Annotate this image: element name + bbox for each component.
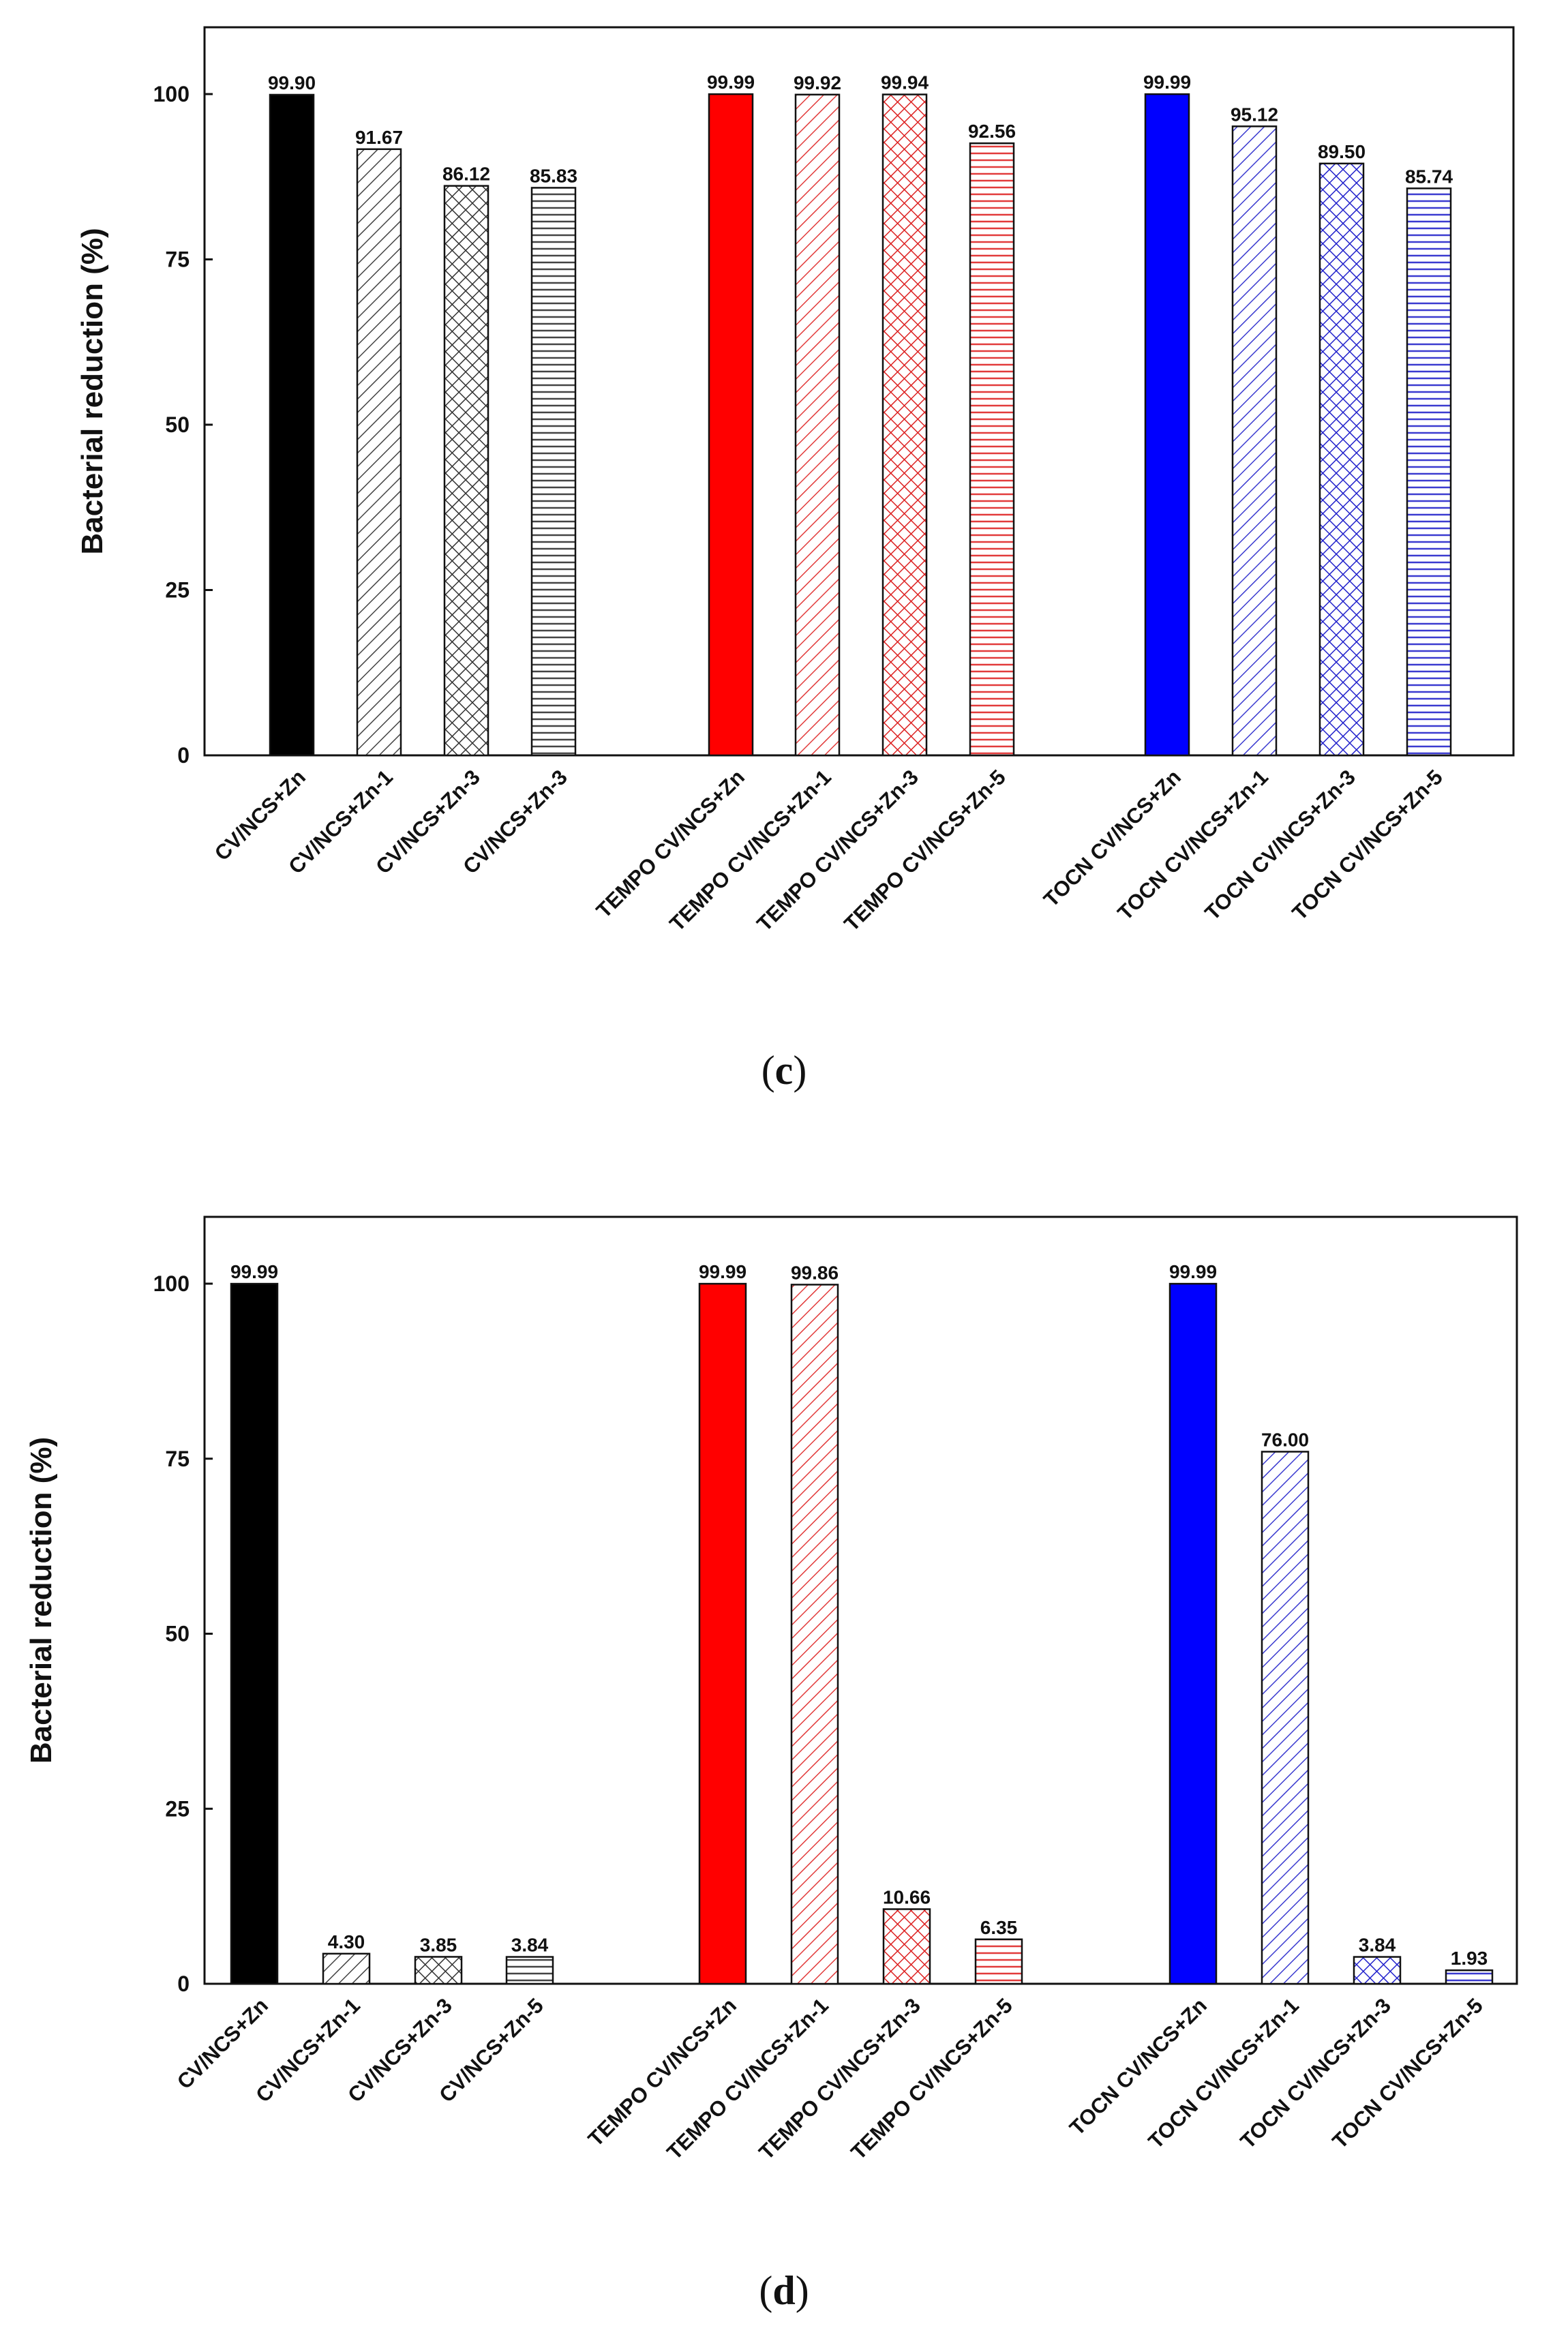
bar-cv-ncs-zn-1	[356, 148, 402, 757]
value-label: 99.86	[791, 1262, 839, 1283]
y-tick-label: 50	[165, 412, 190, 437]
bar-cv-ncs-zn-3	[530, 187, 577, 757]
bar-cv-ncs-zn	[269, 93, 315, 757]
value-label: 99.99	[699, 1261, 747, 1282]
bar-tocn-cv-ncs-zn	[1144, 93, 1190, 757]
category-label: TOCN CV/NCS+Zn-5	[1328, 1993, 1488, 2153]
category-label: CV/NCS+Zn	[172, 1993, 273, 2094]
value-label: 99.92	[794, 72, 841, 93]
bar-tocn-cv-ncs-zn-1	[1231, 125, 1278, 757]
bar-tocn-cv-ncs-zn-5	[1406, 187, 1452, 757]
bar-tempo-cv-ncs-zn	[708, 93, 754, 757]
bar-tocn-cv-ncs-zn-5	[1445, 1969, 1494, 1985]
value-label: 6.35	[980, 1917, 1018, 1938]
value-label: 99.90	[268, 72, 316, 93]
panel-label: (c)	[762, 1048, 807, 1093]
category-label: TEMPO CV/NCS+Zn-5	[846, 1993, 1017, 2164]
plot-frame	[203, 1215, 1518, 1985]
bar-tempo-cv-ncs-zn-3	[882, 1908, 931, 1985]
y-tick-label: 75	[165, 1447, 190, 1471]
value-label: 85.83	[530, 165, 577, 186]
bar-cv-ncs-zn-5	[505, 1956, 554, 1985]
bar-tocn-cv-ncs-zn	[1169, 1282, 1218, 1985]
value-label: 99.99	[707, 72, 755, 93]
category-label: TEMPO CV/NCS+Zn-3	[752, 765, 923, 936]
bar-cv-ncs-zn-3	[414, 1956, 463, 1985]
y-tick-label: 25	[165, 1796, 190, 1821]
bar-tocn-cv-ncs-zn-3	[1318, 162, 1365, 757]
value-label: 3.84	[511, 1935, 549, 1956]
category-label: TOCN CV/NCS+Zn-1	[1113, 765, 1273, 924]
chart-panel-d: 0 25 50 75 100 Bacterial reduction (%) 99.99 CV…	[25, 1215, 1518, 2313]
value-label: 99.94	[881, 72, 929, 93]
value-label: 92.56	[968, 121, 1016, 142]
value-label: 76.00	[1261, 1429, 1309, 1450]
value-label: 85.74	[1405, 166, 1453, 187]
y-tick-label: 0	[177, 743, 190, 768]
y-axis-label: Bacterial reduction (%)	[76, 228, 109, 554]
bar-tocn-cv-ncs-zn-1	[1261, 1451, 1310, 1985]
value-label: 10.66	[883, 1887, 931, 1908]
value-label: 3.85	[420, 1934, 457, 1955]
y-tick-label: 100	[153, 1271, 190, 1296]
bar-tempo-cv-ncs-zn	[698, 1282, 747, 1985]
category-label: TEMPO CV/NCS+Zn	[592, 765, 749, 922]
bar-tempo-cv-ncs-zn-5	[969, 142, 1015, 757]
value-label: 91.67	[355, 127, 403, 148]
category-label: TEMPO CV/NCS+Zn	[584, 1993, 741, 2151]
value-label: 99.99	[1169, 1261, 1217, 1282]
category-label: TEMPO CV/NCS+Zn-3	[754, 1993, 925, 2164]
category-label: TEMPO CV/NCS+Zn-1	[662, 1993, 833, 2164]
plot-frame	[203, 26, 1515, 757]
category-label: TOCN CV/NCS+Zn-3	[1236, 1993, 1396, 2153]
value-label: 99.99	[1143, 72, 1191, 93]
category-label: TEMPO CV/NCS+Zn-1	[665, 765, 836, 936]
bar-cv-ncs-zn-1	[322, 1952, 371, 1985]
category-label: TOCN CV/NCS+Zn-1	[1144, 1993, 1303, 2153]
bar-tocn-cv-ncs-zn-3	[1353, 1956, 1402, 1985]
y-tick-label: 50	[165, 1622, 190, 1646]
value-label: 86.12	[442, 164, 490, 185]
category-label: TEMPO CV/NCS+Zn-5	[839, 765, 1010, 936]
bar-cv-ncs-zn	[230, 1282, 279, 1985]
y-tick-label: 0	[177, 1972, 190, 1996]
value-label: 95.12	[1231, 104, 1278, 125]
bar-tempo-cv-ncs-zn-1	[790, 1284, 839, 1985]
bar-tempo-cv-ncs-zn-5	[974, 1938, 1023, 1985]
value-label: 3.84	[1359, 1935, 1396, 1956]
bar-tempo-cv-ncs-zn-1	[794, 93, 841, 757]
value-label: 1.93	[1451, 1948, 1488, 1969]
value-label: 89.50	[1318, 141, 1366, 162]
bar-cv-ncs-zn-3	[443, 185, 489, 757]
value-label: 4.30	[328, 1931, 365, 1952]
y-tick-label: 100	[153, 82, 190, 106]
y-tick-label: 75	[165, 247, 190, 272]
panel-label: (d)	[759, 2268, 809, 2313]
y-axis-label: Bacterial reduction (%)	[25, 1437, 58, 1764]
category-label: TOCN CV/NCS+Zn-5	[1288, 765, 1447, 924]
value-label: 99.99	[230, 1261, 278, 1282]
y-tick-label: 25	[165, 578, 190, 603]
bar-tempo-cv-ncs-zn-3	[881, 93, 928, 757]
category-label: TOCN CV/NCS+Zn-3	[1201, 765, 1360, 924]
